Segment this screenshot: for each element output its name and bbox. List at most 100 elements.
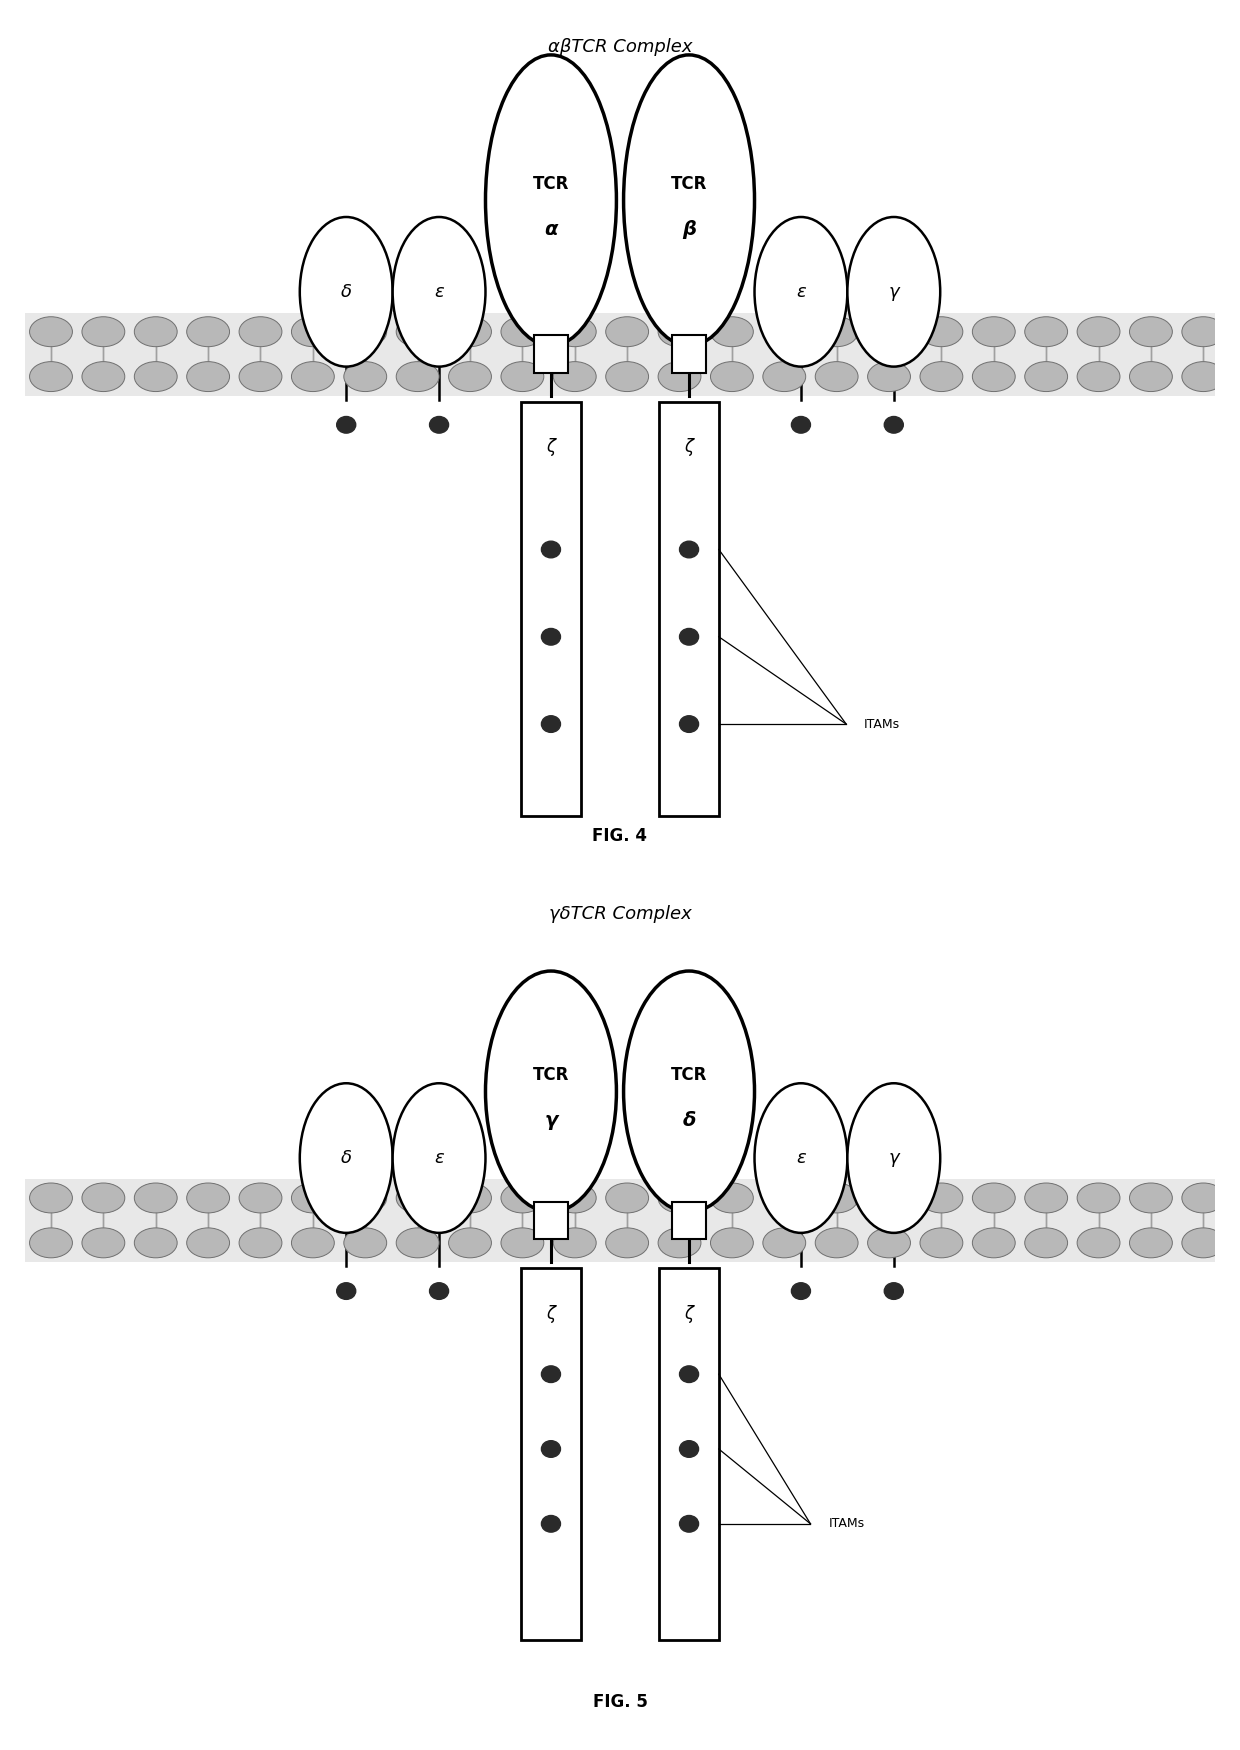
Ellipse shape <box>542 1516 560 1533</box>
Circle shape <box>711 1228 754 1258</box>
Circle shape <box>868 1183 910 1213</box>
Circle shape <box>868 1228 910 1258</box>
Circle shape <box>1024 317 1068 346</box>
Circle shape <box>711 362 754 392</box>
Text: ζ: ζ <box>547 438 556 457</box>
Circle shape <box>711 1183 754 1213</box>
Circle shape <box>553 1228 596 1258</box>
Circle shape <box>605 317 649 346</box>
Text: ITAMs: ITAMs <box>828 1517 864 1530</box>
Ellipse shape <box>847 217 940 366</box>
Circle shape <box>1182 362 1225 392</box>
Bar <box>521 401 580 816</box>
Circle shape <box>605 1228 649 1258</box>
Circle shape <box>291 1228 335 1258</box>
Circle shape <box>553 1183 596 1213</box>
Text: ζ: ζ <box>684 1304 693 1323</box>
Circle shape <box>1182 1183 1225 1213</box>
Circle shape <box>815 362 858 392</box>
Text: TCR: TCR <box>533 1066 569 1083</box>
Circle shape <box>397 317 439 346</box>
Circle shape <box>868 317 910 346</box>
Ellipse shape <box>884 1283 903 1298</box>
Text: γ: γ <box>889 284 899 301</box>
Ellipse shape <box>680 1516 698 1533</box>
Circle shape <box>449 1228 491 1258</box>
Circle shape <box>658 362 701 392</box>
Circle shape <box>1078 362 1120 392</box>
Circle shape <box>82 1183 125 1213</box>
Ellipse shape <box>429 1283 449 1298</box>
Text: TCR: TCR <box>671 175 707 192</box>
Ellipse shape <box>680 1365 698 1382</box>
Circle shape <box>449 317 491 346</box>
Circle shape <box>134 362 177 392</box>
Circle shape <box>920 1183 962 1213</box>
Circle shape <box>1182 1228 1225 1258</box>
Circle shape <box>1130 1228 1172 1258</box>
Circle shape <box>553 317 596 346</box>
Circle shape <box>920 1228 962 1258</box>
Circle shape <box>815 1228 858 1258</box>
Bar <box>672 336 706 373</box>
Circle shape <box>1182 317 1225 346</box>
Circle shape <box>82 362 125 392</box>
Ellipse shape <box>680 628 698 646</box>
Ellipse shape <box>486 54 616 346</box>
Circle shape <box>449 362 491 392</box>
Circle shape <box>397 1228 439 1258</box>
Text: β: β <box>682 220 696 240</box>
Ellipse shape <box>680 541 698 558</box>
Ellipse shape <box>680 716 698 732</box>
Circle shape <box>291 317 335 346</box>
Circle shape <box>134 317 177 346</box>
Ellipse shape <box>847 1083 940 1232</box>
Circle shape <box>343 1183 387 1213</box>
Circle shape <box>711 317 754 346</box>
Circle shape <box>291 1183 335 1213</box>
Circle shape <box>501 317 544 346</box>
Circle shape <box>920 362 962 392</box>
Circle shape <box>815 1183 858 1213</box>
Bar <box>534 1202 568 1239</box>
Ellipse shape <box>884 416 903 432</box>
Ellipse shape <box>337 1283 356 1298</box>
Circle shape <box>1130 1183 1172 1213</box>
Circle shape <box>501 1228 544 1258</box>
Text: TCR: TCR <box>671 1066 707 1083</box>
Circle shape <box>187 1183 229 1213</box>
Circle shape <box>1078 1228 1120 1258</box>
Circle shape <box>239 317 281 346</box>
Text: δ: δ <box>341 1150 352 1167</box>
Circle shape <box>501 1183 544 1213</box>
Text: ITAMs: ITAMs <box>864 718 900 730</box>
Circle shape <box>134 1228 177 1258</box>
Ellipse shape <box>542 716 560 732</box>
Circle shape <box>605 1183 649 1213</box>
Ellipse shape <box>300 1083 393 1232</box>
Ellipse shape <box>624 54 754 346</box>
Ellipse shape <box>542 628 560 646</box>
Circle shape <box>30 317 72 346</box>
Circle shape <box>658 1183 701 1213</box>
Circle shape <box>134 1183 177 1213</box>
Text: ε: ε <box>434 1150 444 1167</box>
Circle shape <box>30 1183 72 1213</box>
Circle shape <box>449 1183 491 1213</box>
Bar <box>660 401 719 816</box>
Circle shape <box>343 1228 387 1258</box>
Ellipse shape <box>624 971 754 1213</box>
Circle shape <box>1130 362 1172 392</box>
Circle shape <box>972 317 1016 346</box>
Circle shape <box>187 317 229 346</box>
Bar <box>25 313 1215 396</box>
Bar <box>25 1180 1215 1262</box>
Bar <box>521 1267 580 1640</box>
Circle shape <box>30 362 72 392</box>
Circle shape <box>815 317 858 346</box>
Circle shape <box>868 362 910 392</box>
Ellipse shape <box>791 416 811 432</box>
Circle shape <box>501 362 544 392</box>
Text: TCR: TCR <box>533 175 569 192</box>
Text: δ: δ <box>682 1111 696 1130</box>
